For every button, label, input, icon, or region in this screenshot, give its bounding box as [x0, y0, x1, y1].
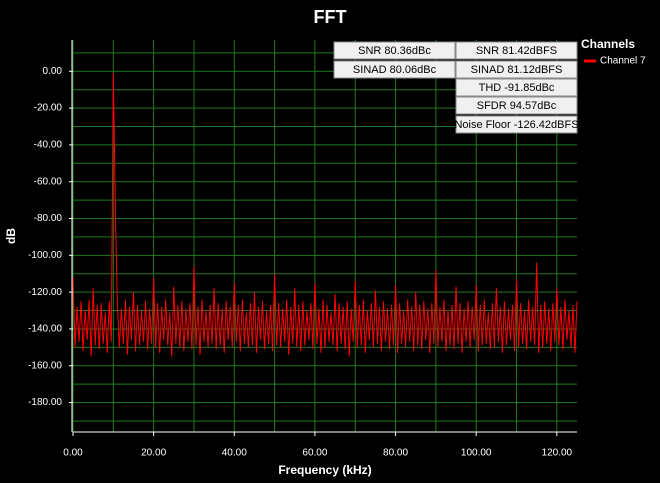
series-line: [72, 73, 578, 357]
y-tick-label: -60.00: [34, 176, 63, 187]
stat-label: SNR 80.36dBc: [358, 45, 431, 57]
x-tick-label: 0.00: [63, 448, 83, 459]
stat-label: SINAD 80.06dBc: [353, 64, 437, 76]
stat-box: [455, 115, 578, 134]
x-axis-label: Frequency (kHz): [278, 463, 371, 477]
y-tick-label: 0.00: [43, 66, 63, 77]
stat-box: [333, 41, 456, 60]
legend-title: Channels: [581, 37, 635, 51]
y-tick-label: -80.00: [34, 213, 63, 224]
x-tick-label: 120.00: [542, 448, 573, 459]
stat-box: [455, 41, 578, 60]
stat-box: [455, 60, 578, 79]
y-tick-label: -180.00: [28, 397, 62, 408]
x-tick-label: 100.00: [461, 448, 492, 459]
x-tick-label: 80.00: [383, 448, 408, 459]
x-tick-label: 60.00: [302, 448, 327, 459]
y-tick-label: -100.00: [28, 250, 62, 261]
y-tick-label: -140.00: [28, 324, 62, 335]
stat-box: [333, 60, 456, 79]
y-tick-label: -20.00: [34, 103, 63, 114]
chart-title: FFT: [314, 7, 347, 27]
stat-label: SFDR 94.57dBc: [477, 100, 557, 112]
stat-label: SINAD 81.12dBFS: [471, 64, 563, 76]
x-tick-label: 40.00: [222, 448, 247, 459]
y-tick-label: -40.00: [34, 140, 63, 151]
y-axis-label: dB: [4, 228, 18, 244]
stat-label: THD -91.85dBc: [479, 82, 555, 94]
x-tick-label: 20.00: [141, 448, 166, 459]
stat-label: SNR 81.42dBFS: [476, 45, 557, 57]
stat-box: [455, 78, 578, 97]
legend-label: Channel 7: [600, 56, 646, 67]
y-tick-label: -160.00: [28, 360, 62, 371]
stat-box: [455, 96, 578, 115]
stat-label: Noise Floor -126.42dBFS: [454, 119, 578, 131]
y-tick-label: -120.00: [28, 287, 62, 298]
